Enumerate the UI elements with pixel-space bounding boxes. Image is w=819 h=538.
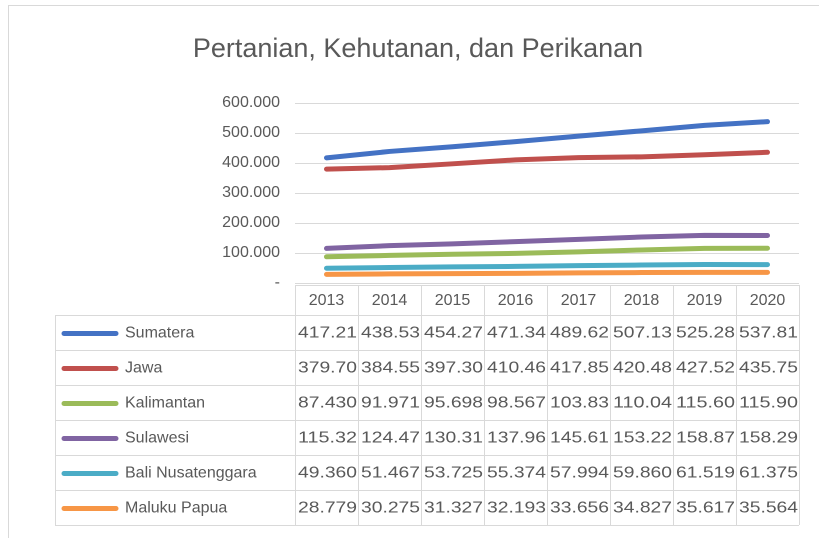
x-tick-label: 2019 — [687, 292, 723, 309]
y-tick-label: 600.000 — [222, 94, 280, 111]
series-line — [324, 149, 770, 172]
series-line — [324, 262, 770, 271]
y-tick-label: 500.000 — [222, 124, 280, 141]
table-value: 115.90 — [739, 395, 798, 412]
table-value: 95.698 — [424, 395, 483, 412]
y-tick-label: 400.000 — [222, 154, 280, 171]
table-value: 379.70 — [298, 360, 357, 377]
table-value: 158.29 — [739, 430, 798, 447]
table-value: 28.779 — [298, 500, 357, 517]
table-value: 98.567 — [487, 395, 546, 412]
table-value: 55.374 — [487, 465, 546, 482]
legend-label: Jawa — [125, 360, 162, 377]
legend-label: Maluku Papua — [125, 500, 227, 517]
table-value: 115.32 — [298, 430, 357, 447]
table-value: 438.53 — [361, 325, 420, 342]
table-value: 34.827 — [613, 500, 672, 517]
table-value: 153.22 — [613, 430, 672, 447]
x-tick-label: 2018 — [624, 292, 660, 309]
table-value: 158.87 — [676, 430, 735, 447]
y-tick-label: 100.000 — [222, 244, 280, 261]
table-value: 115.60 — [676, 395, 735, 412]
x-tick-label: 2020 — [750, 292, 786, 309]
table-value: 384.55 — [361, 360, 420, 377]
legend-label: Sumatera — [125, 325, 194, 342]
table-value: 417.21 — [298, 325, 357, 342]
table-value: 33.656 — [550, 500, 609, 517]
table-value: 507.13 — [613, 325, 672, 342]
table-value: 61.375 — [739, 465, 798, 482]
table-value: 91.971 — [361, 395, 420, 412]
x-tick-label: 2014 — [372, 292, 408, 309]
table-value: 31.327 — [424, 500, 483, 517]
table-value: 124.47 — [361, 430, 420, 447]
table-value: 35.617 — [676, 500, 735, 517]
table-value: 59.860 — [613, 465, 672, 482]
series-line — [324, 269, 770, 277]
table-value: 30.275 — [361, 500, 420, 517]
table-value: 145.61 — [550, 430, 609, 447]
table-value: 51.467 — [361, 465, 420, 482]
series-line — [324, 119, 770, 161]
table-value: 110.04 — [613, 395, 672, 412]
table-value: 525.28 — [676, 325, 735, 342]
table-value: 61.519 — [676, 465, 735, 482]
x-tick-label: 2015 — [435, 292, 471, 309]
table-value: 420.48 — [613, 360, 672, 377]
table-value: 32.193 — [487, 500, 546, 517]
table-value: 137.96 — [487, 430, 546, 447]
table-value: 454.27 — [424, 325, 483, 342]
series-line — [324, 232, 770, 251]
table-value: 103.83 — [550, 395, 609, 412]
series-line — [324, 245, 770, 260]
x-tick-label: 2013 — [309, 292, 345, 309]
table-value: 471.34 — [487, 325, 546, 342]
y-tick-label: 200.000 — [222, 214, 280, 231]
legend-label: Bali Nusatenggara — [125, 465, 257, 482]
x-tick-label: 2016 — [498, 292, 534, 309]
legend-label: Sulawesi — [125, 430, 189, 447]
table-value: 537.81 — [739, 325, 798, 342]
y-tick-label: 300.000 — [222, 184, 280, 201]
table-value: 49.360 — [298, 465, 357, 482]
x-tick-label: 2017 — [561, 292, 597, 309]
table-value: 427.52 — [676, 360, 735, 377]
table-value: 53.725 — [424, 465, 483, 482]
table-value: 410.46 — [487, 360, 546, 377]
table-value: 435.75 — [739, 360, 798, 377]
table-value: 417.85 — [550, 360, 609, 377]
chart-title: Pertanian, Kehutanan, dan Perikanan — [193, 33, 643, 63]
y-tick-label: - — [275, 274, 280, 291]
legend-label: Kalimantan — [125, 395, 205, 412]
table-value: 130.31 — [424, 430, 483, 447]
table-value: 397.30 — [424, 360, 483, 377]
table-value: 489.62 — [550, 325, 609, 342]
table-value: 57.994 — [550, 465, 609, 482]
table-value: 87.430 — [298, 395, 357, 412]
table-value: 35.564 — [739, 500, 798, 517]
